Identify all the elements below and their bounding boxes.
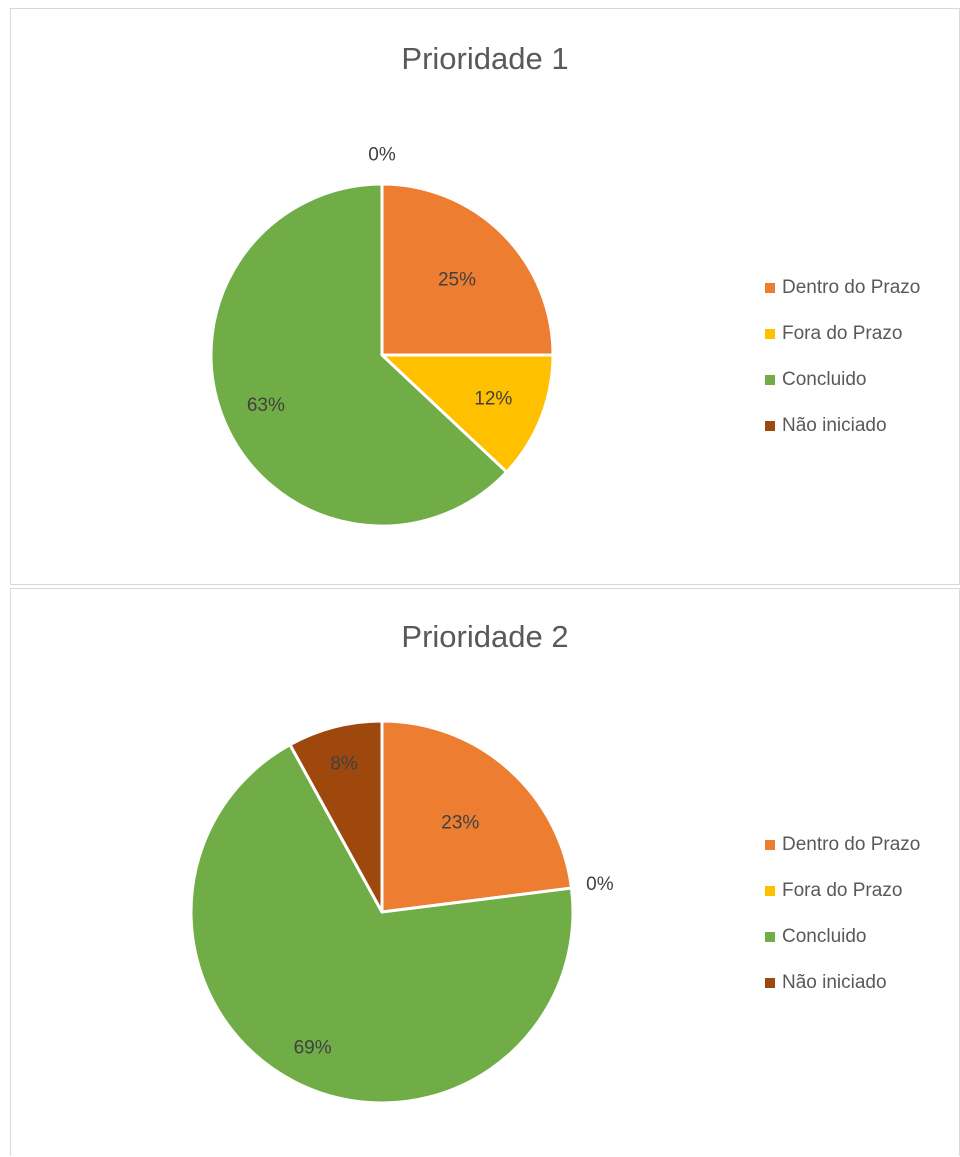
legend-label: Dentro do Prazo bbox=[782, 276, 921, 298]
data-label-dentro-do-prazo: 25% bbox=[438, 270, 476, 291]
chart-title: Prioridade 1 bbox=[401, 41, 569, 76]
legend-label: Fora do Prazo bbox=[782, 322, 903, 344]
legend-label: Não iniciado bbox=[782, 971, 887, 993]
slice-concluido bbox=[189, 743, 575, 1105]
pie-chart: 23% 0% 69% 8% bbox=[189, 719, 614, 1105]
data-label-fora-do-prazo: 0% bbox=[586, 874, 614, 895]
legend-item-concluido: Concluido bbox=[765, 368, 920, 391]
legend: Dentro do Prazo Fora do Prazo Concluido … bbox=[765, 276, 920, 460]
slice-dentro-do-prazo bbox=[380, 719, 573, 914]
legend-item-nao-iniciado: Não iniciado bbox=[765, 971, 920, 994]
pie-chart: 25% 12% 63% 0% bbox=[209, 144, 555, 528]
data-label-nao-iniciado: 8% bbox=[330, 754, 358, 775]
legend-item-nao-iniciado: Não iniciado bbox=[765, 414, 920, 437]
legend-label: Concluido bbox=[782, 368, 867, 390]
legend-swatch bbox=[765, 839, 775, 850]
legend-swatch bbox=[765, 328, 775, 339]
legend-item-concluido: Concluido bbox=[765, 925, 920, 948]
slice-dentro-do-prazo bbox=[380, 182, 555, 357]
legend-item-fora-do-prazo: Fora do Prazo bbox=[765, 879, 920, 902]
chart-panel-prioridade-1: Prioridade 1 25% 12% 63% 0% Dentro do Prazo… bbox=[10, 8, 960, 585]
legend-item-fora-do-prazo: Fora do Prazo bbox=[765, 322, 920, 345]
legend-label: Fora do Prazo bbox=[782, 879, 903, 901]
data-label-nao-iniciado: 0% bbox=[368, 144, 396, 165]
legend-swatch bbox=[765, 282, 775, 293]
legend-swatch bbox=[765, 977, 775, 988]
legend-swatch bbox=[765, 931, 775, 942]
legend-label: Não iniciado bbox=[782, 414, 887, 436]
chart-panel-prioridade-2: Prioridade 2 23% 0% 69% 8% Dentro do Prazo … bbox=[10, 588, 960, 1156]
legend-swatch bbox=[765, 374, 775, 385]
data-label-concluido: 63% bbox=[247, 395, 285, 416]
data-label-concluido: 69% bbox=[294, 1038, 332, 1059]
legend-item-dentro-do-prazo: Dentro do Prazo bbox=[765, 833, 920, 856]
slice-nao-iniciado bbox=[288, 719, 384, 914]
legend-label: Concluido bbox=[782, 925, 867, 947]
legend: Dentro do Prazo Fora do Prazo Concluido … bbox=[765, 833, 920, 1017]
slice-fora-do-prazo bbox=[380, 353, 555, 474]
slice-concluido bbox=[209, 182, 509, 528]
data-label-dentro-do-prazo: 23% bbox=[441, 813, 479, 834]
data-label-fora-do-prazo: 12% bbox=[474, 389, 512, 410]
chart-title: Prioridade 2 bbox=[401, 619, 569, 654]
legend-swatch bbox=[765, 420, 775, 431]
legend-item-dentro-do-prazo: Dentro do Prazo bbox=[765, 276, 920, 299]
legend-swatch bbox=[765, 885, 775, 896]
legend-label: Dentro do Prazo bbox=[782, 833, 921, 855]
